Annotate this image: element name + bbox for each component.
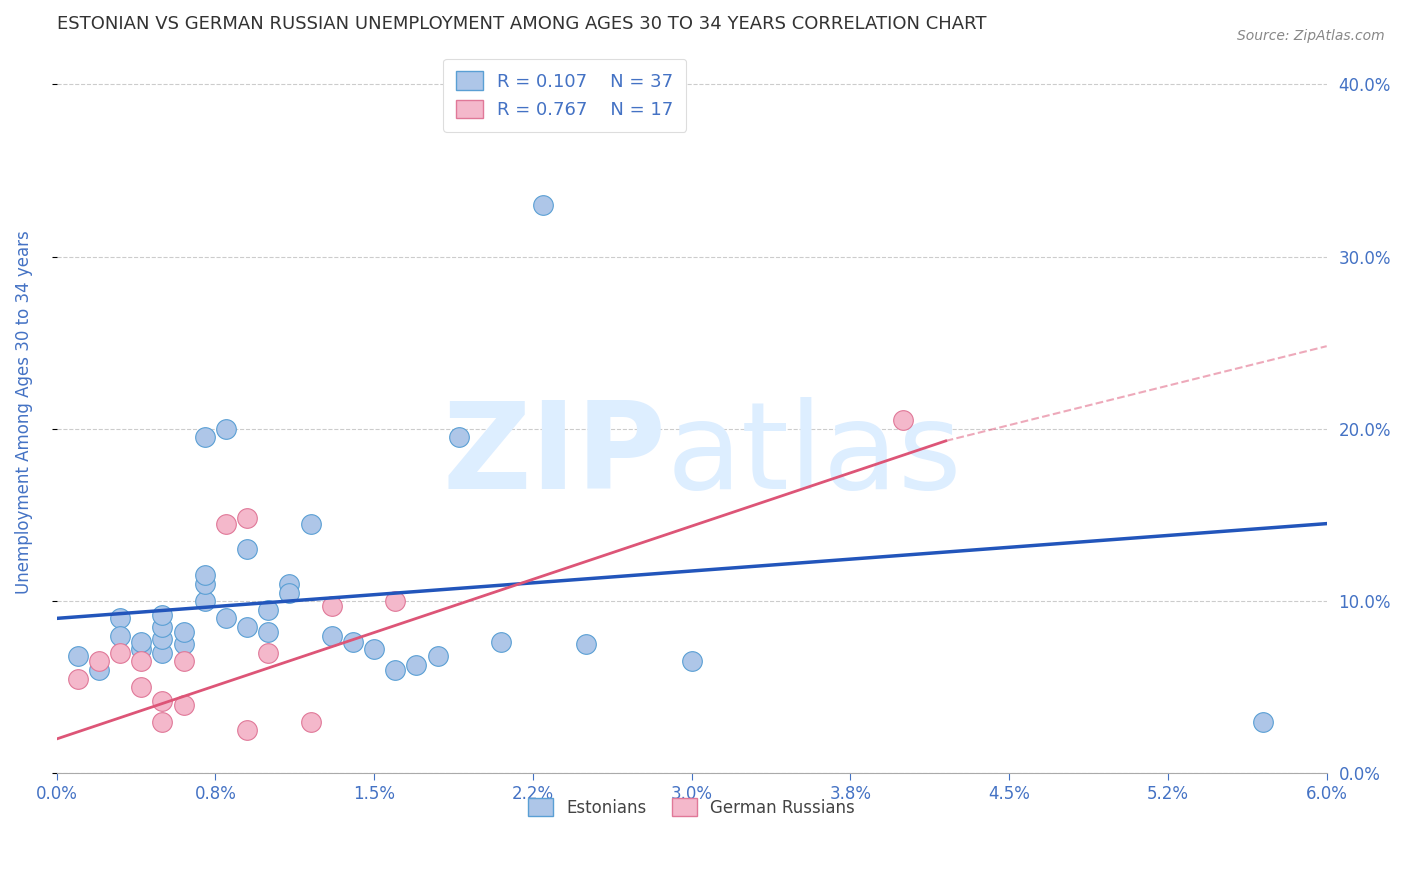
Point	[152, 694, 174, 708]
Point	[321, 629, 343, 643]
Point	[363, 642, 385, 657]
Point	[129, 655, 152, 669]
Point	[321, 599, 343, 614]
Point	[129, 635, 152, 649]
Point	[447, 430, 470, 444]
Y-axis label: Unemployment Among Ages 30 to 34 years: Unemployment Among Ages 30 to 34 years	[15, 230, 32, 593]
Point	[215, 611, 238, 625]
Point	[152, 607, 174, 622]
Point	[257, 603, 280, 617]
Point	[108, 629, 131, 643]
Point	[173, 698, 195, 712]
Point	[194, 577, 217, 591]
Point	[215, 516, 238, 531]
Point	[257, 646, 280, 660]
Point	[129, 681, 152, 695]
Point	[1251, 714, 1274, 729]
Text: Source: ZipAtlas.com: Source: ZipAtlas.com	[1237, 29, 1385, 43]
Point	[575, 637, 598, 651]
Text: atlas: atlas	[666, 397, 962, 514]
Point	[236, 620, 259, 634]
Point	[891, 413, 914, 427]
Text: ZIP: ZIP	[443, 397, 666, 514]
Legend: Estonians, German Russians: Estonians, German Russians	[519, 789, 865, 827]
Point	[194, 430, 217, 444]
Point	[129, 642, 152, 657]
Point	[299, 714, 322, 729]
Point	[236, 511, 259, 525]
Point	[405, 657, 427, 672]
Point	[299, 516, 322, 531]
Point	[66, 649, 89, 664]
Point	[87, 663, 110, 677]
Point	[173, 637, 195, 651]
Point	[236, 723, 259, 738]
Point	[87, 655, 110, 669]
Point	[173, 655, 195, 669]
Point	[426, 649, 449, 664]
Point	[257, 625, 280, 640]
Point	[681, 655, 703, 669]
Point	[108, 611, 131, 625]
Point	[152, 620, 174, 634]
Point	[278, 577, 301, 591]
Point	[533, 198, 555, 212]
Point	[278, 585, 301, 599]
Point	[66, 672, 89, 686]
Point	[489, 635, 512, 649]
Point	[152, 632, 174, 646]
Text: ESTONIAN VS GERMAN RUSSIAN UNEMPLOYMENT AMONG AGES 30 TO 34 YEARS CORRELATION CH: ESTONIAN VS GERMAN RUSSIAN UNEMPLOYMENT …	[56, 15, 986, 33]
Point	[384, 663, 406, 677]
Point	[108, 646, 131, 660]
Point	[236, 542, 259, 557]
Point	[215, 422, 238, 436]
Point	[384, 594, 406, 608]
Point	[173, 625, 195, 640]
Point	[342, 635, 364, 649]
Point	[194, 568, 217, 582]
Point	[152, 714, 174, 729]
Point	[194, 594, 217, 608]
Point	[152, 646, 174, 660]
